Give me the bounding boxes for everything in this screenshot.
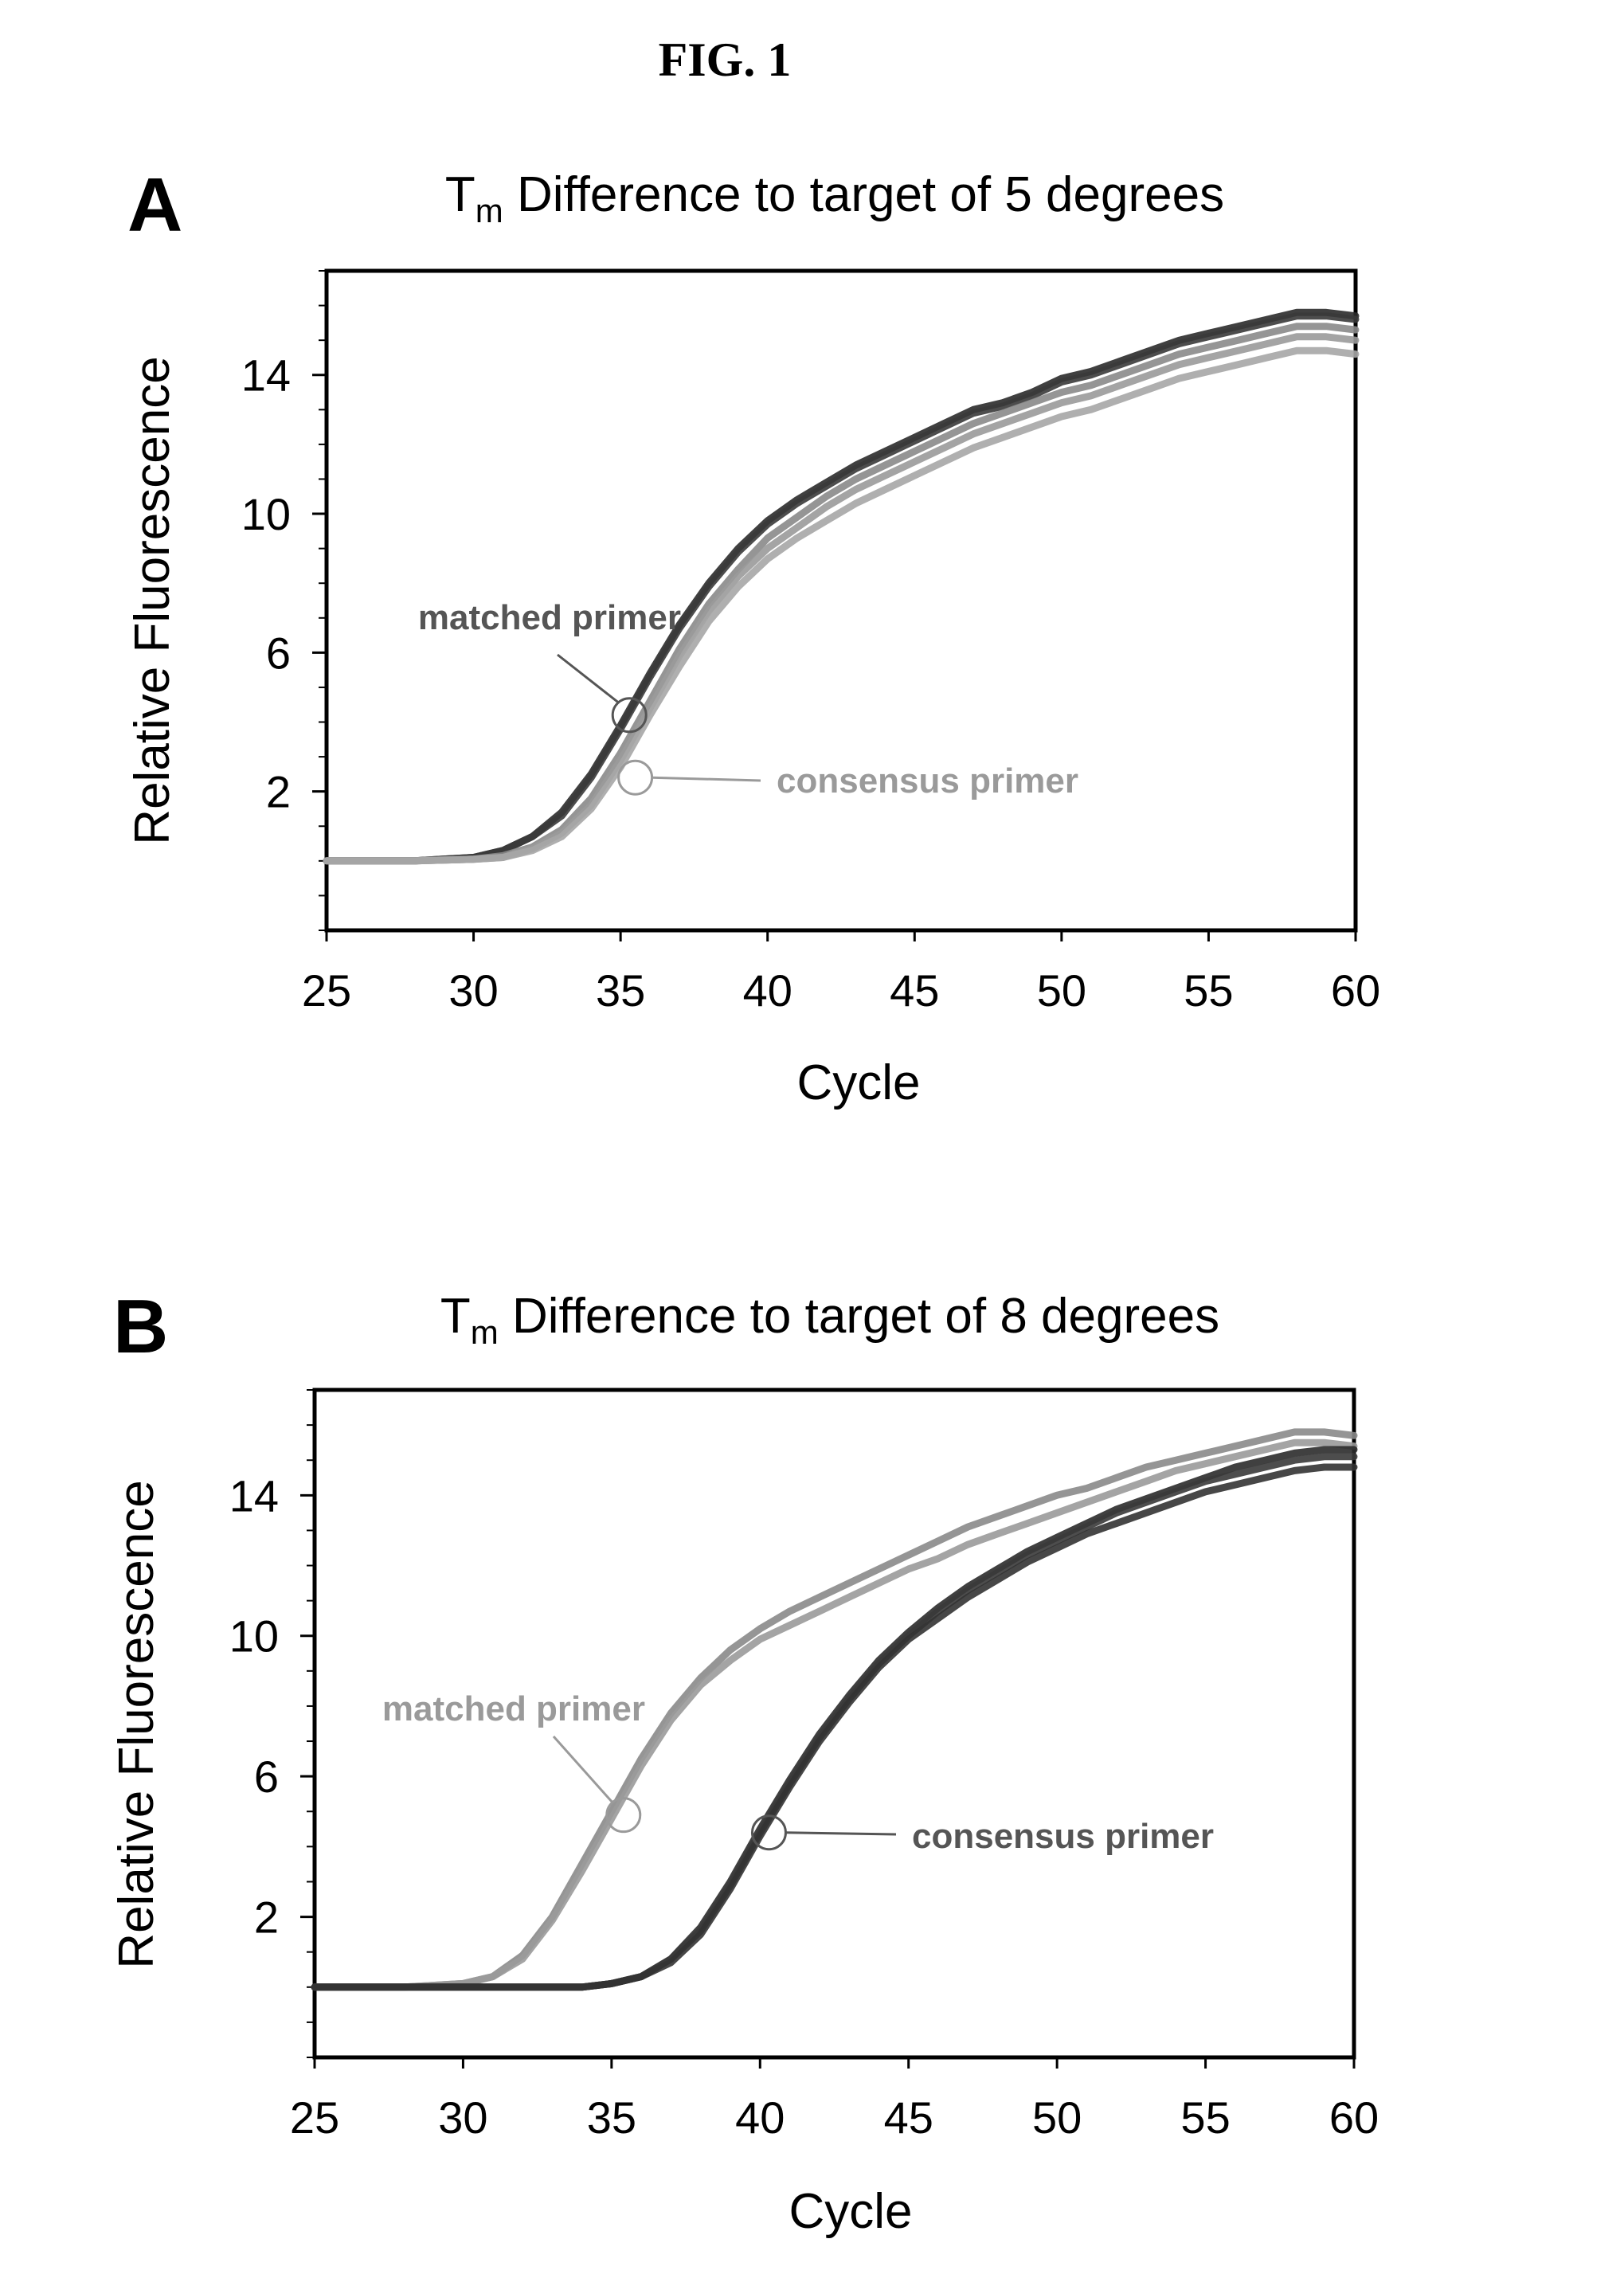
panel-b-title: Tm Difference to target of 8 degrees [440,1289,1219,1351]
y-tick-label: 6 [266,628,291,678]
panel-a-annotations: matched primer consensus primer [418,598,1078,800]
annotation-leader-line [554,1736,612,1803]
annotation-circle [619,761,652,794]
x-tick-label: 35 [587,2092,636,2143]
annotation-label: consensus primer [912,1817,1214,1856]
y-tick-label: 10 [241,489,291,539]
x-tick-label: 35 [596,965,645,1016]
x-tick-label: 30 [448,965,498,1016]
annotation-leader-line [652,777,761,781]
x-tick-label: 55 [1184,965,1233,1016]
annotation-leader-line [558,655,618,703]
panel-b-y-axis-label: Relative Fluorescence [109,1480,164,1968]
y-tick-label: 2 [254,1893,279,1943]
panel-a-title: Tm Difference to target of 5 degrees [445,167,1224,229]
x-tick-label: 45 [884,2092,933,2143]
panel-a-x-axis-label: Cycle [796,1055,920,1110]
x-tick-label: 60 [1329,2092,1379,2143]
panel-a: A Tm Difference to target of 5 degrees 2… [125,162,1380,1110]
annotation-label: matched primer [382,1689,645,1728]
panel-a-ticks: 25 30 35 40 45 50 55 60 2 6 10 14 [241,271,1380,1016]
panel-b: B Tm Difference to target of 8 degrees 2… [109,1284,1379,2239]
x-tick-label: 25 [290,2092,339,2143]
x-tick-label: 60 [1331,965,1380,1016]
annotation-leader-line [785,1833,896,1834]
panel-letter-b: B [113,1284,168,1369]
y-tick-label: 10 [229,1611,279,1662]
x-tick-label: 40 [735,2092,785,2143]
x-tick-label: 30 [438,2092,487,2143]
x-tick-label: 40 [743,965,792,1016]
annotation-label: consensus primer [777,761,1078,800]
panel-letter-a: A [127,162,182,248]
y-tick-label: 2 [266,767,291,817]
panel-b-x-axis-label: Cycle [789,2184,912,2239]
x-tick-label: 50 [1032,2092,1082,2143]
panel-a-y-axis-label: Relative Fluorescence [125,356,180,844]
x-tick-label: 50 [1037,965,1086,1016]
y-tick-label: 14 [241,350,291,401]
x-tick-label: 55 [1180,2092,1230,2143]
x-tick-label: 45 [890,965,939,1016]
figure-title: FIG. 1 [659,33,792,86]
annotation-label: matched primer [418,598,681,637]
figure-canvas: FIG. 1 A Tm Difference to target of 5 de… [0,0,1624,2282]
x-tick-label: 25 [302,965,351,1016]
y-tick-label: 14 [229,1470,279,1521]
y-tick-label: 6 [254,1752,279,1802]
